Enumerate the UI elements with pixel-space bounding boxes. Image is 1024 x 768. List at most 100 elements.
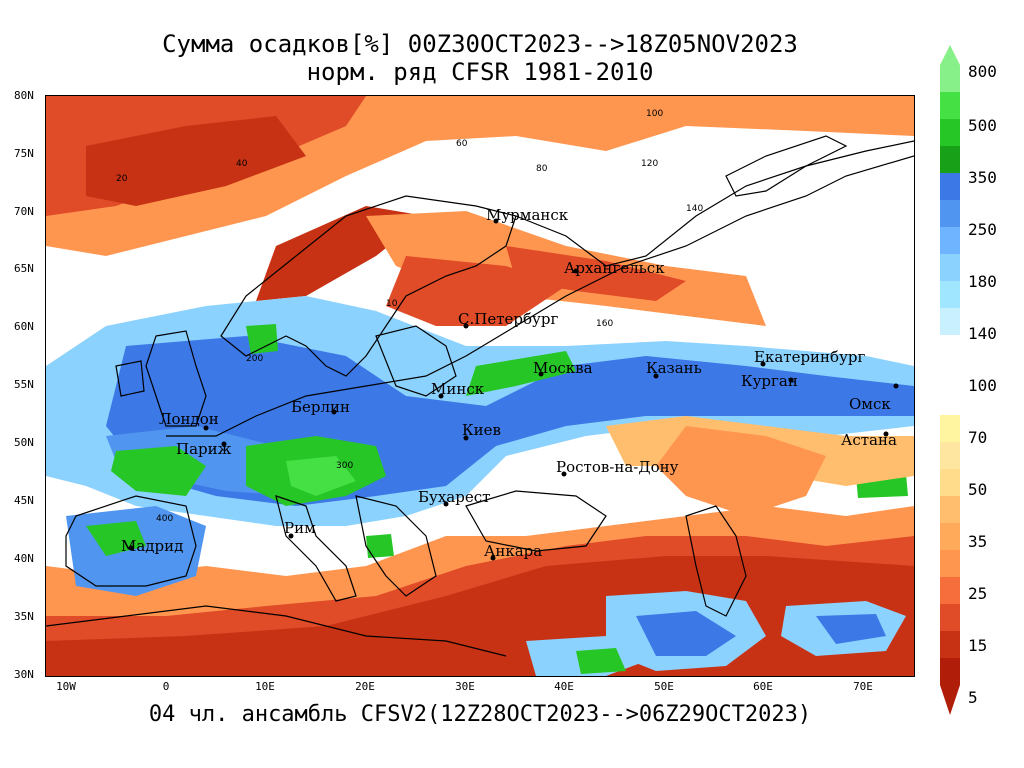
city-marker (463, 323, 469, 329)
city-label: С.Петербург (458, 310, 558, 328)
colorbar-cell (940, 200, 960, 227)
colorbar-cell (940, 577, 960, 604)
colorbar-cell (940, 281, 960, 308)
city-layer: Мурманск Архангельск С.Петербург Москва … (121, 206, 899, 561)
extreme-wet-cell (366, 534, 394, 558)
city-marker (883, 431, 889, 437)
city-label: Берлин (291, 398, 350, 416)
legend-label: 35 (968, 532, 988, 551)
extreme-dry-zone (86, 116, 306, 206)
colorbar-cell (940, 442, 960, 469)
colorbar-cell (940, 65, 960, 92)
colorbar-cell (940, 550, 960, 577)
city-label: Лондон (159, 410, 219, 428)
city-label: Ростов-на-Дону (556, 458, 679, 476)
extreme-wet-cell (466, 351, 576, 396)
map-field-svg: Мурманск Архангельск С.Петербург Москва … (46, 96, 914, 676)
colorbar-svg (940, 45, 960, 715)
colorbar-cell (940, 631, 960, 658)
city-marker (490, 555, 496, 561)
lat-tick: 65N (14, 262, 34, 275)
contour-label: 160 (596, 319, 613, 329)
city-marker (493, 218, 499, 224)
contour-label: 20 (116, 174, 128, 184)
color-legend: 800 500 350 250 180 140 100 70 50 35 25 … (938, 40, 1024, 730)
lat-tick: 50N (14, 436, 34, 449)
colorbar-cell (940, 173, 960, 200)
city-marker (573, 268, 579, 274)
extreme-wet-cell (286, 456, 356, 496)
city-label: Москва (533, 359, 593, 377)
legend-label: 350 (968, 168, 997, 187)
very-wet-zone (816, 614, 886, 644)
lon-tick: 40E (554, 680, 574, 693)
colorbar-cell (940, 92, 960, 119)
extreme-wet-cell (111, 446, 206, 496)
extreme-wet-cell (576, 648, 626, 674)
lat-tick: 75N (14, 147, 34, 160)
city-marker (463, 435, 469, 441)
contour-label: 80 (536, 164, 548, 174)
city-label: Екатеринбург (754, 348, 865, 366)
contour-label: 300 (336, 461, 353, 471)
colorbar-bottom-arrow (940, 685, 960, 715)
legend-label: 180 (968, 272, 997, 291)
colorbar-cell (940, 308, 960, 335)
lon-tick: 70E (853, 680, 873, 693)
map-subtitle: норм. ряд CFSR 1981-2010 (306, 58, 654, 86)
city-marker (443, 501, 449, 507)
precipitation-map: Мурманск Архангельск С.Петербург Москва … (45, 95, 915, 677)
city-label: Астана (841, 431, 897, 449)
legend-label: 500 (968, 116, 997, 135)
colorbar-cell (940, 523, 960, 550)
colorbar-cell (940, 604, 960, 631)
city-marker (561, 471, 567, 477)
extreme-wet-cell (246, 324, 278, 354)
contour-label: 10 (386, 299, 398, 309)
city-marker (788, 377, 794, 383)
contour-label: 140 (686, 204, 703, 214)
legend-label: 140 (968, 324, 997, 343)
city-label: Париж (176, 440, 232, 458)
contour-label: 120 (641, 159, 658, 169)
legend-label: 800 (968, 62, 997, 81)
lon-tick: 10W (56, 680, 76, 693)
contour-labels: 20 40 60 80 100 120 140 160 200 300 400 … (116, 109, 703, 524)
coastlines (46, 135, 914, 657)
lon-tick: 60E (753, 680, 773, 693)
lat-tick: 40N (14, 552, 34, 565)
colorbar-cell (940, 496, 960, 523)
lat-tick: 45N (14, 494, 34, 507)
city-marker (653, 373, 659, 379)
legend-label: 100 (968, 376, 997, 395)
legend-label: 15 (968, 636, 988, 655)
legend-label: 5 (968, 688, 978, 707)
map-title: Сумма осадков[%] 00Z30OCT2023-->18Z05NOV… (162, 30, 798, 58)
lon-tick: 0 (162, 680, 170, 693)
city-label: Казань (646, 359, 702, 377)
lat-tick: 80N (14, 89, 34, 102)
city-marker (760, 361, 766, 367)
lat-tick: 55N (14, 378, 34, 391)
legend-label: 25 (968, 584, 988, 603)
contour-label: 200 (246, 354, 263, 364)
colorbar-cell (940, 119, 960, 146)
city-label: Анкара (484, 542, 542, 560)
lon-tick: 20E (355, 680, 375, 693)
colorbar-cell (940, 146, 960, 173)
city-label: Мурманск (486, 206, 569, 224)
lon-tick: 50E (654, 680, 674, 693)
city-label: Рим (284, 519, 316, 537)
contour-label: 60 (456, 139, 468, 149)
colorbar-cell (940, 254, 960, 281)
lon-tick: 30E (455, 680, 475, 693)
contour-label: 100 (646, 109, 663, 119)
map-footer: 04 чл. ансамбль CFSV2(12Z28OCT2023-->06Z… (148, 702, 812, 727)
lat-tick: 35N (14, 610, 34, 623)
city-label: Архангельск (564, 259, 665, 277)
lon-tick: 10E (255, 680, 275, 693)
city-label: Мадрид (121, 537, 183, 555)
city-marker (438, 393, 444, 399)
very-dry-zone (506, 246, 686, 301)
colorbar-cell (940, 227, 960, 254)
